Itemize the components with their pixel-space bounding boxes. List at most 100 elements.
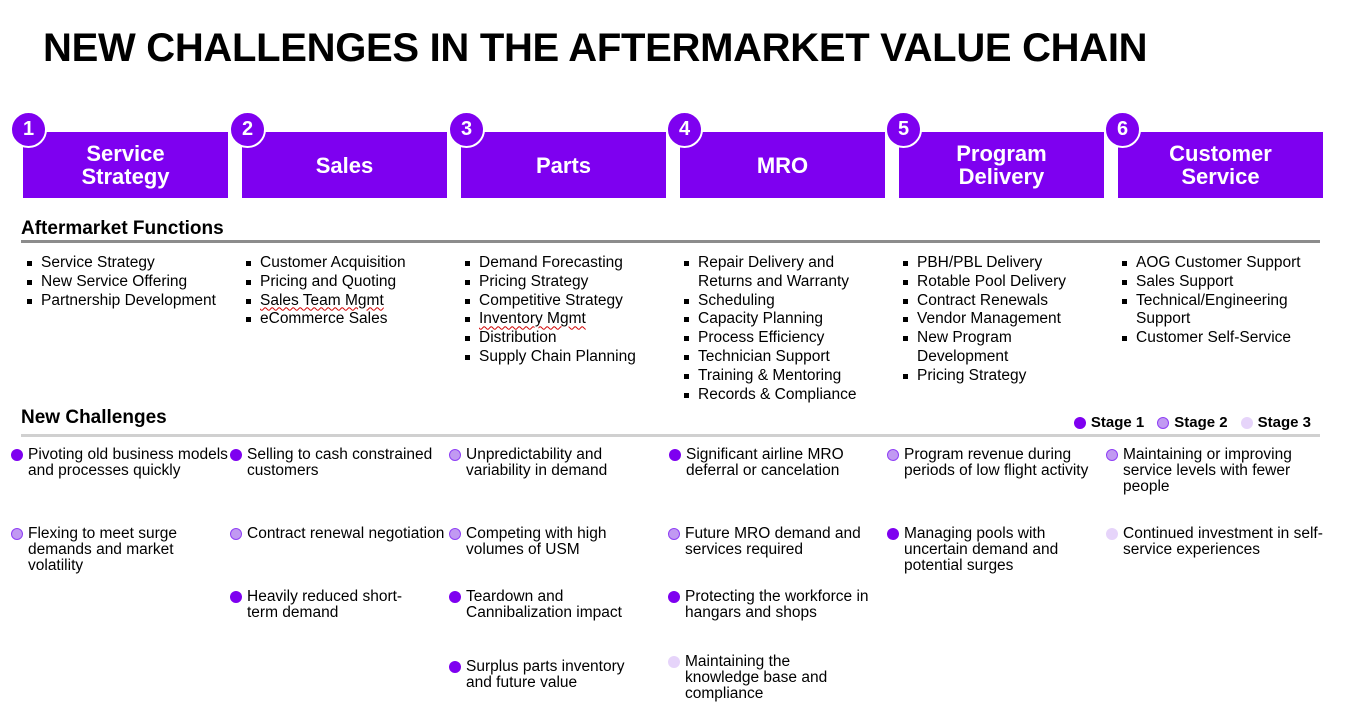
- function-item: Scheduling: [679, 292, 884, 311]
- stage-1-dot-icon: [887, 528, 899, 540]
- function-item: Inventory Mgmt: [460, 310, 675, 329]
- functions-divider: [21, 240, 1320, 243]
- challenges-heading: New Challenges: [21, 407, 167, 428]
- stage-box-customer-service: Customer Service: [1118, 132, 1323, 198]
- function-item-text: Inventory Mgmt: [479, 310, 586, 328]
- challenge-text: Heavily reduced short-term demand: [247, 588, 403, 621]
- stage-box-sales: Sales: [242, 132, 447, 198]
- function-item: Training & Mentoring: [679, 367, 884, 386]
- legend-stage-1: Stage 1: [1073, 414, 1145, 431]
- stage-box-program-delivery: Program Delivery: [899, 132, 1104, 198]
- legend-label: Stage 1: [1090, 414, 1145, 431]
- stage-number-badge: 1: [10, 111, 47, 148]
- stage-3-dot-icon: [1240, 416, 1253, 429]
- function-item: Capacity Planning: [679, 310, 884, 329]
- function-item: Partnership Development: [22, 292, 237, 311]
- functions-heading: Aftermarket Functions: [21, 218, 224, 239]
- challenge-text: Maintaining or improving service levels …: [1123, 446, 1292, 495]
- challenge-text: Maintaining the knowledge base and compl…: [685, 653, 828, 702]
- challenge-text: Continued investment in self-service exp…: [1123, 525, 1323, 558]
- challenge-item: Surplus parts inventory and future value: [449, 659, 651, 691]
- function-item: New Service Offering: [22, 273, 237, 292]
- function-item: Technical/Engineering Support: [1117, 292, 1327, 330]
- function-item: PBH/PBL Delivery: [898, 254, 1098, 273]
- function-item: Sales Team Mgmt: [241, 292, 456, 311]
- stage-2-dot-icon: [887, 449, 899, 461]
- challenge-text: Significant airline MRO deferral or canc…: [686, 446, 844, 479]
- function-item: Sales Support: [1117, 273, 1327, 292]
- function-item: Distribution: [460, 329, 675, 348]
- challenge-item: Contract renewal negotiation: [230, 526, 447, 542]
- stage-1-dot-icon: [449, 591, 461, 603]
- stage-number-badge: 4: [666, 111, 703, 148]
- functions-list-mro: Repair Delivery and Returns and Warranty…: [679, 254, 884, 404]
- stage-2-dot-icon: [449, 449, 461, 461]
- function-item: Pricing and Quoting: [241, 273, 456, 292]
- function-item: Service Strategy: [22, 254, 237, 273]
- challenge-text: Teardown and Cannibalization impact: [466, 588, 622, 621]
- function-item: Customer Self-Service: [1117, 329, 1327, 348]
- challenge-text: Program revenue during periods of low fl…: [904, 446, 1089, 479]
- challenge-item: Competing with high volumes of USM: [449, 526, 646, 558]
- functions-list-program-delivery: PBH/PBL Delivery Rotable Pool Delivery C…: [898, 254, 1098, 386]
- functions-list-customer-service: AOG Customer Support Sales Support Techn…: [1117, 254, 1327, 348]
- stage-number-badge: 6: [1104, 111, 1141, 148]
- challenge-text: Unpredictability and variability in dema…: [466, 446, 608, 479]
- stage-1-dot-icon: [11, 449, 23, 461]
- challenge-item: Protecting the workforce in hangars and …: [668, 589, 880, 621]
- challenge-text: Future MRO demand and services required: [685, 525, 861, 558]
- challenge-item: Pivoting old business models and process…: [11, 447, 228, 479]
- function-item: Contract Renewals: [898, 292, 1098, 311]
- legend-label: Stage 2: [1174, 414, 1228, 431]
- stage-1-dot-icon: [669, 449, 681, 461]
- stage-1-dot-icon: [668, 591, 680, 603]
- challenge-text: Surplus parts inventory and future value: [466, 658, 625, 691]
- function-item: New Program Development: [898, 329, 1098, 367]
- function-item: Records & Compliance: [679, 386, 884, 405]
- challenges-divider: [21, 434, 1320, 437]
- stage-box-parts: Parts: [461, 132, 666, 198]
- challenge-text: Contract renewal negotiation: [247, 525, 445, 542]
- challenge-item: Selling to cash constrained customers: [230, 447, 447, 479]
- stage-number-badge: 3: [448, 111, 485, 148]
- challenge-item: Unpredictability and variability in dema…: [449, 447, 646, 479]
- challenge-text: Flexing to meet surge demands and market…: [28, 525, 178, 574]
- stage-3-dot-icon: [668, 656, 680, 668]
- legend-stage-2: Stage 2: [1157, 414, 1228, 431]
- challenge-text: Protecting the workforce in hangars and …: [685, 588, 869, 621]
- challenge-item: Future MRO demand and services required: [668, 526, 880, 558]
- legend-stage-3: Stage 3: [1240, 414, 1311, 431]
- function-item: Pricing Strategy: [898, 367, 1098, 386]
- challenge-text: Selling to cash constrained customers: [247, 446, 433, 479]
- function-item: Rotable Pool Delivery: [898, 273, 1098, 292]
- functions-list-service-strategy: Service Strategy New Service Offering Pa…: [22, 254, 237, 310]
- legend-label: Stage 3: [1257, 414, 1311, 431]
- challenge-item: Heavily reduced short-term demand: [230, 589, 427, 621]
- function-item: Repair Delivery and Returns and Warranty: [679, 254, 884, 292]
- challenge-text: Competing with high volumes of USM: [466, 525, 607, 558]
- challenge-text: Managing pools with uncertain demand and…: [904, 525, 1059, 574]
- challenge-item: Significant airline MRO deferral or canc…: [669, 447, 871, 479]
- stage-2-dot-icon: [230, 528, 242, 540]
- stage-number-badge: 5: [885, 111, 922, 148]
- page-title: NEW CHALLENGES IN THE AFTERMARKET VALUE …: [43, 26, 1148, 70]
- function-item: Process Efficiency: [679, 329, 884, 348]
- challenge-item: Teardown and Cannibalization impact: [449, 589, 646, 621]
- stage-1-dot-icon: [230, 591, 242, 603]
- challenge-item: Maintaining the knowledge base and compl…: [668, 654, 855, 702]
- function-item: AOG Customer Support: [1117, 254, 1327, 273]
- functions-list-sales: Customer Acquisition Pricing and Quoting…: [241, 254, 456, 329]
- stage-legend: Stage 1 Stage 2 Stage 3: [1073, 414, 1311, 431]
- stage-2-dot-icon: [668, 528, 680, 540]
- challenge-item: Managing pools with uncertain demand and…: [887, 526, 1084, 574]
- challenge-text: Pivoting old business models and process…: [28, 446, 228, 479]
- challenge-item: Program revenue during periods of low fl…: [887, 447, 1104, 479]
- functions-list-parts: Demand Forecasting Pricing Strategy Comp…: [460, 254, 675, 367]
- function-item: eCommerce Sales: [241, 310, 456, 329]
- function-item: Customer Acquisition: [241, 254, 456, 273]
- stage-3-dot-icon: [1106, 528, 1118, 540]
- function-item: Supply Chain Planning: [460, 348, 675, 367]
- function-item: Vendor Management: [898, 310, 1098, 329]
- function-item: Demand Forecasting: [460, 254, 675, 273]
- stage-box-service-strategy: Service Strategy: [23, 132, 228, 198]
